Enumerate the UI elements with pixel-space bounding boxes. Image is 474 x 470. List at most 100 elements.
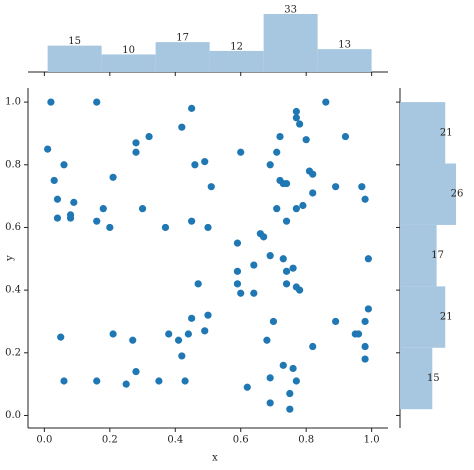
- point: [292, 377, 300, 385]
- point: [174, 336, 183, 344]
- x-hist-bar: [263, 14, 318, 72]
- y-hist-label: 26: [451, 189, 464, 200]
- point: [282, 217, 291, 225]
- point: [250, 289, 258, 297]
- point: [109, 330, 117, 338]
- point: [53, 214, 62, 222]
- point: [266, 252, 274, 260]
- y-hist-label: 21: [440, 312, 453, 323]
- point: [44, 145, 52, 153]
- point: [57, 333, 65, 341]
- point: [309, 342, 317, 351]
- point: [286, 389, 294, 398]
- y-tick-label: 0.2: [5, 347, 21, 358]
- point: [282, 179, 291, 188]
- x-hist-bar: [317, 49, 372, 72]
- point: [178, 352, 186, 360]
- point: [129, 336, 137, 344]
- y-hist-label: 17: [431, 250, 444, 261]
- x-tick-label: 1.0: [364, 435, 380, 446]
- point: [207, 183, 215, 191]
- x-hist-bar: [209, 50, 264, 72]
- point: [292, 107, 300, 116]
- y-hist-label: 21: [440, 127, 453, 138]
- x-hist-bar: [155, 42, 210, 72]
- x-hist-label: 10: [122, 45, 135, 56]
- point: [53, 195, 62, 203]
- y-tick-label: 0.4: [5, 285, 21, 296]
- y-axis-label: y: [5, 255, 16, 262]
- point: [266, 399, 274, 407]
- y-tick-label: 0.8: [5, 159, 21, 170]
- point: [302, 136, 310, 144]
- y-tick-label: 1.0: [5, 97, 21, 108]
- x-hist-label: 33: [284, 5, 297, 16]
- point: [243, 383, 251, 391]
- point: [132, 139, 140, 147]
- point: [282, 267, 291, 275]
- point: [201, 158, 209, 166]
- point: [361, 317, 369, 326]
- point: [93, 98, 101, 106]
- x-hist-label: 12: [230, 41, 243, 52]
- point: [358, 183, 366, 191]
- point: [266, 161, 274, 169]
- x-hist-bar: [101, 54, 156, 72]
- point: [204, 311, 212, 319]
- point: [364, 305, 372, 313]
- point: [273, 205, 281, 213]
- point: [132, 367, 140, 376]
- point: [273, 148, 281, 156]
- y-hist-bar: [400, 224, 437, 287]
- point: [188, 314, 196, 322]
- point: [155, 377, 163, 385]
- point: [60, 161, 68, 169]
- y-hist-bar: [400, 286, 446, 348]
- y-hist-bar: [400, 347, 433, 410]
- x-hist-label: 15: [68, 36, 81, 47]
- point: [233, 239, 242, 247]
- point: [361, 342, 369, 351]
- point: [70, 198, 78, 206]
- x-axis-label: x: [212, 453, 218, 464]
- point: [309, 170, 317, 178]
- point: [181, 377, 189, 385]
- point: [341, 132, 350, 141]
- point: [161, 223, 170, 232]
- point: [269, 317, 278, 326]
- point: [188, 217, 196, 225]
- point: [184, 330, 192, 338]
- point: [332, 317, 340, 326]
- point: [237, 289, 245, 297]
- point: [361, 355, 369, 363]
- point: [309, 189, 317, 197]
- point: [201, 327, 209, 335]
- point: [191, 161, 199, 169]
- x-tick-label: 0.8: [298, 435, 314, 446]
- point: [109, 173, 117, 181]
- point: [145, 132, 153, 141]
- point: [354, 330, 363, 338]
- point: [322, 98, 330, 106]
- point: [263, 336, 271, 344]
- point: [292, 114, 300, 122]
- point: [122, 380, 130, 388]
- point: [296, 286, 304, 294]
- point: [289, 364, 297, 373]
- point: [286, 405, 294, 413]
- point: [299, 201, 307, 210]
- point: [266, 374, 274, 382]
- point: [237, 148, 245, 156]
- point: [233, 280, 242, 288]
- point: [279, 255, 287, 263]
- point: [99, 205, 107, 213]
- y-hist-label: 15: [427, 373, 440, 384]
- point: [332, 183, 340, 191]
- point: [233, 267, 242, 275]
- point: [276, 132, 284, 141]
- x-hist-bar: [47, 45, 102, 72]
- point: [364, 255, 372, 263]
- x-hist-label: 17: [176, 33, 189, 44]
- point: [296, 120, 304, 128]
